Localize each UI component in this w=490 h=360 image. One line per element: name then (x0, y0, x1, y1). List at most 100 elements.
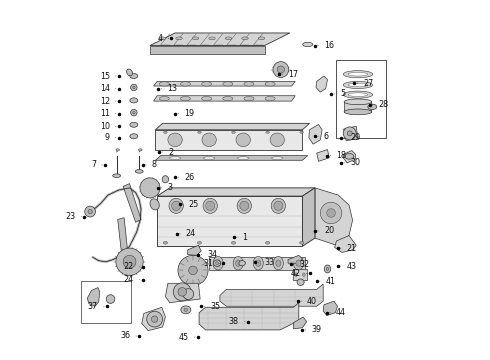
Ellipse shape (201, 82, 212, 86)
Circle shape (189, 266, 197, 275)
Polygon shape (153, 96, 295, 101)
Ellipse shape (344, 99, 372, 105)
Ellipse shape (113, 174, 121, 177)
Ellipse shape (201, 96, 212, 101)
Polygon shape (220, 284, 323, 306)
Text: 37: 37 (88, 302, 104, 311)
Text: 39: 39 (305, 325, 321, 334)
Ellipse shape (326, 267, 329, 271)
Polygon shape (335, 235, 356, 252)
Ellipse shape (135, 170, 143, 173)
Ellipse shape (296, 260, 301, 266)
Ellipse shape (343, 91, 373, 98)
Ellipse shape (344, 109, 372, 115)
Ellipse shape (192, 37, 199, 40)
Ellipse shape (343, 71, 373, 78)
Text: 4: 4 (157, 34, 169, 43)
Ellipse shape (131, 109, 137, 116)
Text: 25: 25 (182, 200, 199, 209)
Ellipse shape (159, 82, 170, 86)
Text: 32: 32 (294, 260, 310, 269)
Text: 13: 13 (161, 84, 177, 93)
Text: 20: 20 (318, 226, 334, 235)
Ellipse shape (133, 86, 135, 89)
Polygon shape (157, 188, 315, 196)
Ellipse shape (169, 198, 183, 213)
Text: 15: 15 (99, 72, 116, 81)
Ellipse shape (139, 149, 142, 151)
Text: 8: 8 (146, 161, 157, 170)
Ellipse shape (172, 201, 181, 211)
Polygon shape (153, 81, 295, 86)
Polygon shape (155, 156, 308, 160)
Polygon shape (157, 196, 302, 246)
Polygon shape (294, 269, 307, 280)
Text: 22: 22 (123, 262, 140, 271)
Text: 21: 21 (340, 244, 357, 253)
Text: 14: 14 (100, 84, 116, 93)
Circle shape (106, 295, 115, 303)
Text: 26: 26 (178, 173, 194, 182)
Ellipse shape (348, 83, 368, 87)
Ellipse shape (202, 133, 216, 147)
Polygon shape (123, 184, 141, 222)
Ellipse shape (244, 96, 254, 101)
Ellipse shape (258, 37, 265, 40)
Ellipse shape (130, 98, 138, 103)
Text: 33: 33 (258, 258, 274, 267)
Ellipse shape (223, 96, 233, 101)
Ellipse shape (213, 256, 223, 270)
Text: 16: 16 (318, 41, 334, 50)
Ellipse shape (236, 133, 250, 147)
Text: 1: 1 (236, 233, 247, 242)
Circle shape (116, 248, 143, 275)
Ellipse shape (170, 157, 181, 159)
Text: 9: 9 (105, 133, 116, 142)
Polygon shape (323, 301, 338, 316)
Ellipse shape (180, 82, 191, 86)
Ellipse shape (232, 131, 235, 134)
Circle shape (343, 127, 356, 140)
Polygon shape (343, 150, 355, 163)
Bar (81, 281, 131, 323)
Ellipse shape (299, 241, 304, 244)
Text: 28: 28 (372, 100, 389, 109)
Circle shape (347, 131, 352, 136)
Ellipse shape (162, 176, 169, 183)
Ellipse shape (256, 260, 261, 266)
Ellipse shape (270, 133, 285, 147)
Ellipse shape (294, 256, 303, 270)
Text: 29: 29 (344, 133, 360, 142)
Circle shape (273, 62, 289, 77)
Ellipse shape (244, 82, 254, 86)
Text: 44: 44 (330, 308, 346, 317)
Ellipse shape (271, 157, 283, 159)
Ellipse shape (233, 256, 243, 270)
Polygon shape (315, 188, 353, 245)
Ellipse shape (130, 122, 138, 127)
Circle shape (277, 66, 285, 73)
Circle shape (327, 209, 335, 217)
Text: 45: 45 (178, 333, 195, 342)
Ellipse shape (225, 37, 232, 40)
Text: 41: 41 (319, 276, 336, 285)
Text: 11: 11 (100, 109, 116, 118)
Polygon shape (209, 257, 305, 270)
Polygon shape (199, 303, 299, 330)
Text: 38: 38 (229, 317, 245, 326)
Ellipse shape (130, 134, 138, 139)
Circle shape (320, 202, 342, 224)
Bar (337, 59, 386, 138)
Ellipse shape (116, 149, 120, 151)
Ellipse shape (240, 201, 249, 211)
Ellipse shape (206, 201, 215, 211)
Text: 23: 23 (65, 212, 81, 221)
Polygon shape (343, 126, 358, 140)
Ellipse shape (159, 37, 166, 40)
Ellipse shape (203, 198, 218, 213)
Polygon shape (294, 317, 307, 329)
Ellipse shape (163, 241, 168, 244)
Circle shape (178, 255, 208, 285)
Ellipse shape (348, 72, 368, 76)
Ellipse shape (238, 157, 249, 159)
